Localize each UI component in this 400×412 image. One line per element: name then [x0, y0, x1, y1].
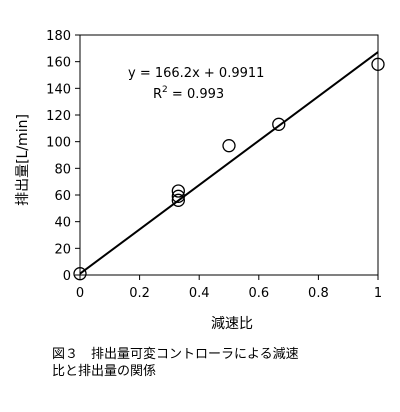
x-axis-label: 減速比 — [211, 315, 253, 332]
y-tick-label: 20 — [54, 242, 71, 257]
data-point — [171, 184, 185, 198]
x-tick-label: 1 — [374, 286, 382, 301]
x-tick-label: 0.2 — [129, 286, 150, 301]
y-tick-label: 140 — [46, 82, 71, 97]
plot-frame — [79, 34, 379, 276]
plot-area: 0 20 40 60 80 100 120 140 160 180 0 0.2 0.4 0.6 0.8 1 — [46, 29, 385, 301]
x-tick-label: 0.4 — [189, 286, 210, 301]
caption-line-2: 比と排出量の関係 — [52, 364, 157, 379]
data-point — [371, 57, 385, 71]
data-point — [171, 189, 185, 203]
caption-line-1: 図３ 排出量可変コントローラによる減速 — [52, 347, 299, 362]
x-tick-label: 0.8 — [308, 286, 329, 301]
y-tick-label: 40 — [54, 216, 71, 231]
y-tick-label: 180 — [46, 29, 71, 44]
x-tick-label: 0.6 — [248, 286, 269, 301]
y-axis-label: 排出量[L/min] — [15, 114, 31, 206]
trendline — [79, 51, 379, 275]
figure-caption: 図３ 排出量可変コントローラによる減速 比と排出量の関係 — [52, 346, 392, 380]
r2-value: = 0.993 — [168, 87, 224, 102]
data-point — [222, 139, 236, 153]
data-point — [73, 267, 87, 281]
y-tick-label: 100 — [46, 136, 71, 151]
y-tick-label: 0 — [63, 269, 71, 284]
y-tick-label: 120 — [46, 109, 71, 124]
data-point — [171, 193, 185, 207]
x-tick-label: 0 — [76, 286, 84, 301]
r2-label: R2 = 0.993 — [153, 85, 224, 102]
data-point — [272, 117, 286, 131]
r2-prefix: R — [153, 87, 162, 102]
r2-superscript: 2 — [162, 85, 168, 95]
chart: 0 20 40 60 80 100 120 140 160 180 0 0.2 0.4 0.6 0.8 1 y… — [15, 29, 385, 332]
equation-label: y = 166.2x + 0.9911 — [128, 66, 264, 81]
y-tick-label: 80 — [54, 162, 71, 177]
y-tick-label: 160 — [46, 56, 71, 71]
y-tick-label: 60 — [54, 189, 71, 204]
